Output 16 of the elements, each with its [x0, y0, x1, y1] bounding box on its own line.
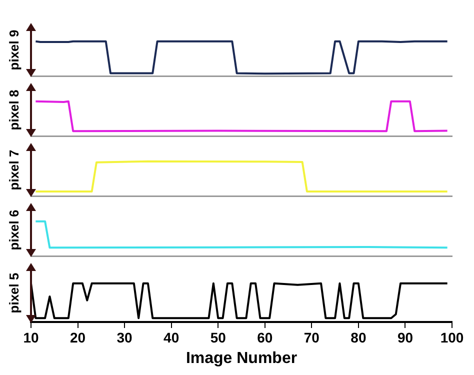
x-tick-label: 40 — [164, 329, 180, 346]
y-axis-title: pixel 9 — [6, 30, 22, 70]
y-axis-title: pixel 5 — [6, 272, 22, 314]
x-tick-label: 100 — [440, 329, 464, 346]
x-tick-label: 80 — [350, 329, 366, 346]
x-tick-label: 60 — [257, 329, 273, 346]
x-tick-label: 90 — [397, 329, 414, 346]
x-tick-label: 70 — [304, 329, 320, 346]
x-tick-label: 10 — [23, 329, 39, 346]
x-tick-label: 20 — [70, 329, 86, 346]
x-tick-label: 30 — [116, 329, 133, 346]
x-tick-label: 50 — [210, 329, 226, 346]
y-axis-title: pixel 8 — [6, 90, 22, 130]
x-axis-title: Image Number — [186, 350, 298, 367]
y-axis-title: pixel 6 — [6, 210, 22, 250]
y-axis-title: pixel 7 — [6, 150, 22, 190]
